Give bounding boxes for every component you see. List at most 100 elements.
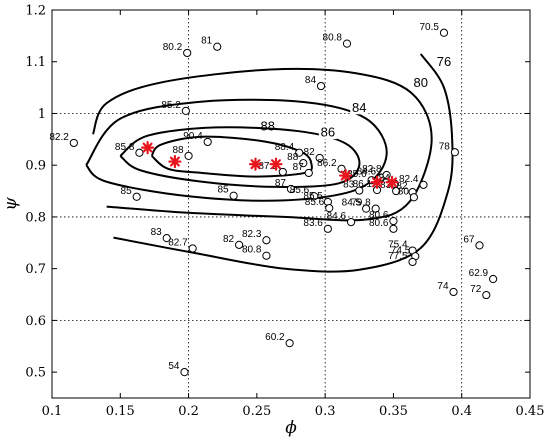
optimal-point-star	[370, 175, 384, 189]
data-point-label: 88	[287, 152, 299, 163]
data-point-label: 88.4	[275, 142, 295, 153]
data-point-label: 84	[379, 173, 391, 184]
data-point-label: 80	[398, 186, 410, 197]
optimal-points	[141, 141, 399, 189]
data-point-label: 85.5	[303, 191, 323, 202]
data-point-label: 72	[470, 284, 482, 295]
data-point-label: 79.8	[351, 198, 371, 209]
data-point	[286, 184, 296, 194]
data-point-label: 82.4	[399, 174, 419, 185]
data-point-label: 86.2	[317, 158, 337, 169]
data-point	[475, 241, 484, 250]
contour-label-bg	[411, 74, 430, 90]
contour-84	[85, 98, 388, 202]
data-point	[342, 39, 352, 48]
data-point-label: 82	[223, 234, 235, 245]
data-point-label: 84	[305, 75, 317, 86]
axis-ticks: 0.1 0.15 0.2 0.25 0.3 0.35 0.4 0.45 0.5 0.6 0.7 0.8…	[25, 4, 544, 420]
data-point	[181, 106, 190, 115]
data-point	[408, 257, 417, 267]
data-point	[362, 204, 371, 213]
data-point	[389, 224, 398, 233]
data-point-label: 77.5	[388, 251, 408, 262]
data-point-label: 80.6	[369, 218, 389, 229]
data-point	[235, 240, 244, 249]
data-point-label: 85.6	[305, 197, 325, 208]
data-point-label: 82.2	[49, 132, 69, 143]
data-point	[69, 138, 78, 148]
data-point-label: 82.8	[362, 164, 382, 175]
data-point	[323, 224, 332, 233]
data-point	[392, 186, 401, 196]
data-point-label: 82	[396, 181, 408, 192]
optimal-point-star	[141, 141, 155, 155]
data-point-label: 85.6	[347, 169, 367, 180]
data-point	[310, 192, 319, 201]
data-point	[389, 216, 398, 226]
optimal-point-star	[168, 154, 182, 169]
optimal-point-star	[385, 175, 399, 189]
data-point	[184, 151, 193, 160]
data-point	[419, 180, 428, 189]
data-point-label: 85.6	[290, 185, 310, 196]
contour-label-80: 80	[414, 75, 428, 90]
x-tick-label: 0.45	[516, 404, 545, 419]
plot-frame	[51, 9, 531, 399]
x-tick-label: 0.4	[451, 404, 472, 419]
data-point	[299, 159, 308, 168]
data-point-label: 74.5	[391, 245, 411, 256]
data-point-label: 82	[304, 147, 316, 158]
contour-label-84: 84	[352, 100, 366, 115]
data-point-label: 74	[437, 281, 449, 292]
data-point-label: 67	[463, 234, 475, 245]
x-tick-label: 0.3	[315, 404, 336, 419]
data-point-label: 83	[343, 180, 355, 191]
y-tick-label: 1.2	[25, 4, 46, 19]
data-point-label: 60.2	[265, 332, 285, 343]
data-point	[295, 148, 304, 157]
data-point-label: 87	[275, 178, 287, 189]
data-point	[382, 170, 391, 180]
data-point-label: 90.4	[183, 131, 203, 142]
y-tick-label: 0.8	[25, 210, 46, 225]
data-point-label: 87.1	[258, 161, 278, 172]
data-point	[203, 137, 212, 147]
data-point-label: 78	[439, 141, 451, 152]
data-point	[132, 192, 141, 201]
data-point	[229, 191, 238, 200]
data-point	[183, 48, 192, 58]
data-point	[188, 244, 197, 253]
x-tick-label: 0.15	[106, 404, 135, 419]
contour-80	[92, 67, 433, 222]
data-point	[262, 236, 271, 245]
data-point	[449, 287, 458, 297]
data-point-label: 86.1	[353, 179, 373, 190]
y-tick-label: 0.7	[25, 262, 46, 277]
data-point-label: 88	[172, 145, 184, 156]
y-tick-label: 1	[38, 107, 46, 122]
contour-label-bg	[350, 99, 369, 115]
data-point	[135, 148, 144, 157]
x-tick-label: 0.2	[178, 404, 199, 419]
data-point-label: 80.2	[163, 42, 183, 53]
data-point-label: 82.3	[242, 229, 262, 240]
y-tick-label: 0.5	[25, 366, 46, 381]
data-point-label: 80.6	[369, 210, 389, 221]
data-point-label: 70.5	[419, 22, 439, 33]
contour-label-bg	[318, 124, 337, 140]
data-point-label: 85	[121, 186, 133, 197]
data-point	[213, 42, 222, 51]
data-point	[355, 186, 364, 195]
data-point-label: 83	[151, 227, 163, 238]
y-tick-label: 0.6	[25, 314, 46, 329]
data-point	[482, 290, 491, 300]
data-point-label: 62.9	[469, 268, 489, 279]
data-point	[371, 204, 380, 213]
data-point-label: 84.6	[357, 167, 377, 178]
data-point	[262, 251, 271, 260]
data-point	[278, 167, 287, 177]
optimal-point-star	[269, 157, 283, 171]
data-point-label: 81	[201, 36, 213, 47]
